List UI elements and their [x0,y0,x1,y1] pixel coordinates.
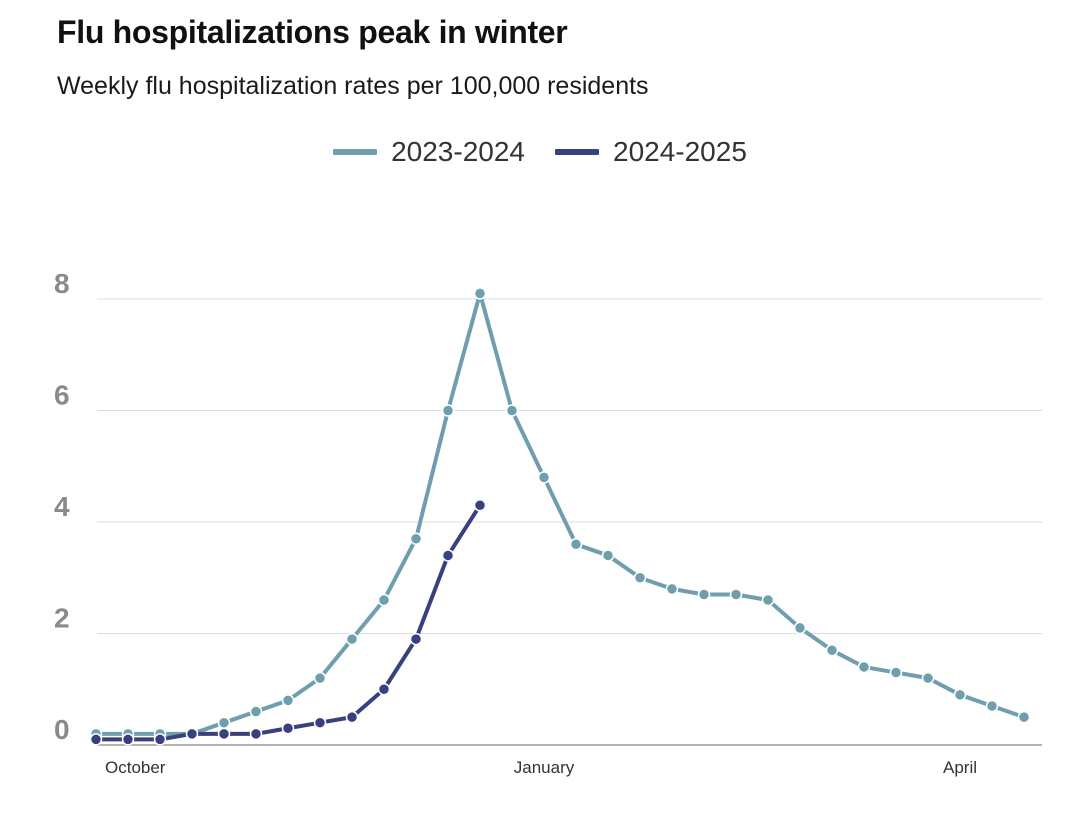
y-axis-ticks: 0 2 4 6 8 [54,268,70,745]
data-point [793,621,807,635]
data-point [377,593,391,607]
y-tick-label: 6 [54,380,70,411]
data-point [377,683,391,696]
data-point [729,588,743,601]
chart-subtitle: Weekly flu hospitalization rates per 100… [57,72,649,100]
x-axis-ticks: October January April [105,758,977,777]
legend-item-2023-2024: 2023-2024 [333,136,525,168]
data-point [249,705,263,718]
data-point [1017,710,1031,724]
chart-legend: 2023-2024 2024-2025 [0,136,1080,168]
legend-label-2023-2024: 2023-2024 [391,136,525,167]
data-point [473,287,487,300]
chart-title: Flu hospitalizations peak in winter [57,14,568,50]
data-point [313,716,327,729]
data-point [569,538,583,551]
data-point [281,694,295,707]
x-tick-label: January [514,758,575,777]
data-point [857,660,871,674]
data-point [505,404,519,417]
series-line [94,291,1026,736]
data-point [153,733,167,746]
data-point [249,727,263,741]
data-point [345,632,359,646]
data-point [473,499,487,512]
data-point [889,666,903,679]
data-point [281,722,295,735]
data-point [217,716,231,729]
data-point [441,549,455,562]
legend-item-2024-2025: 2024-2025 [555,136,747,168]
data-point [665,582,679,596]
data-point [825,643,839,657]
data-point [953,688,967,702]
legend-swatch-2024-2025 [555,149,599,155]
y-tick-label: 8 [54,268,70,299]
series-lines [89,287,1031,746]
data-point [121,733,135,746]
series-2023-2024 [89,287,1031,741]
data-point [537,471,551,484]
data-point [409,532,423,545]
data-point [633,571,647,584]
legend-swatch-2023-2024 [333,149,378,155]
data-point [601,549,615,562]
y-tick-label: 2 [54,603,70,634]
data-point [185,727,199,741]
data-point [217,727,231,741]
data-point [921,671,935,685]
x-tick-label: April [943,758,977,777]
data-point [313,671,327,685]
gridlines [97,298,1042,746]
y-tick-label: 0 [54,714,70,745]
series-2024-2025 [89,499,487,746]
data-point [89,733,103,746]
data-point [345,710,359,724]
data-point [441,404,455,417]
data-point [697,588,711,601]
legend-label-2024-2025: 2024-2025 [613,136,747,167]
data-point [409,632,423,646]
y-tick-label: 4 [54,491,70,522]
x-tick-label: October [105,758,166,777]
data-point [761,593,775,607]
data-point [985,699,999,713]
